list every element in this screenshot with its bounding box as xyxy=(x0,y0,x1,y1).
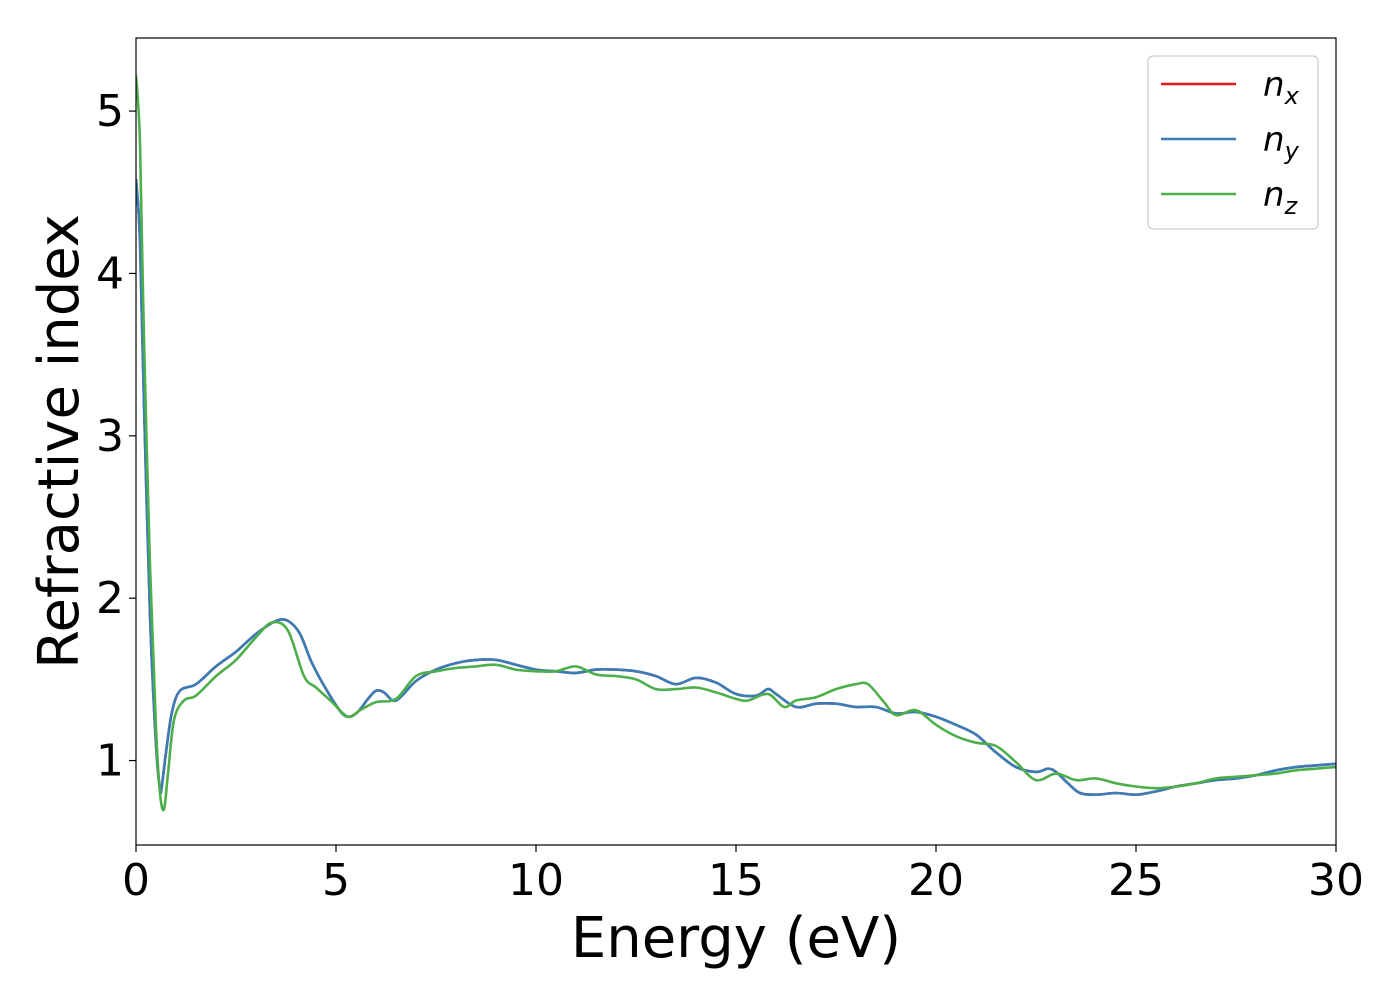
legend-box xyxy=(1147,55,1319,230)
y-tick-label: 4 xyxy=(96,248,124,299)
x-axis-label: Energy (eV) xyxy=(571,906,901,971)
series-line-ny xyxy=(136,179,1336,797)
x-tick-label: 30 xyxy=(1308,855,1364,906)
x-tick-label: 25 xyxy=(1108,855,1164,906)
x-tick-label: 15 xyxy=(708,855,764,906)
legend-label-nx: nx xyxy=(1263,65,1300,110)
legend-label-nz: nz xyxy=(1263,175,1299,220)
y-axis-ticks: 1 2 3 4 5 xyxy=(96,86,136,787)
legend-label-ny: ny xyxy=(1263,120,1300,165)
x-axis-ticks: 0 5 10 15 20 25 30 xyxy=(122,845,1364,906)
x-tick-label: 5 xyxy=(322,855,350,906)
y-axis-label: Refractive index xyxy=(27,214,92,669)
series-line-nz xyxy=(136,75,1336,812)
series-line-nx xyxy=(136,179,1336,797)
y-tick-label: 3 xyxy=(96,411,124,462)
x-tick-label: 20 xyxy=(908,855,964,906)
series-layer xyxy=(136,75,1336,812)
y-tick-label: 2 xyxy=(96,573,124,624)
y-tick-label: 5 xyxy=(96,86,124,137)
x-tick-label: 0 xyxy=(122,855,150,906)
legend: nx ny nz xyxy=(1147,55,1319,230)
x-tick-label: 10 xyxy=(508,855,564,906)
y-tick-label: 1 xyxy=(96,736,124,787)
